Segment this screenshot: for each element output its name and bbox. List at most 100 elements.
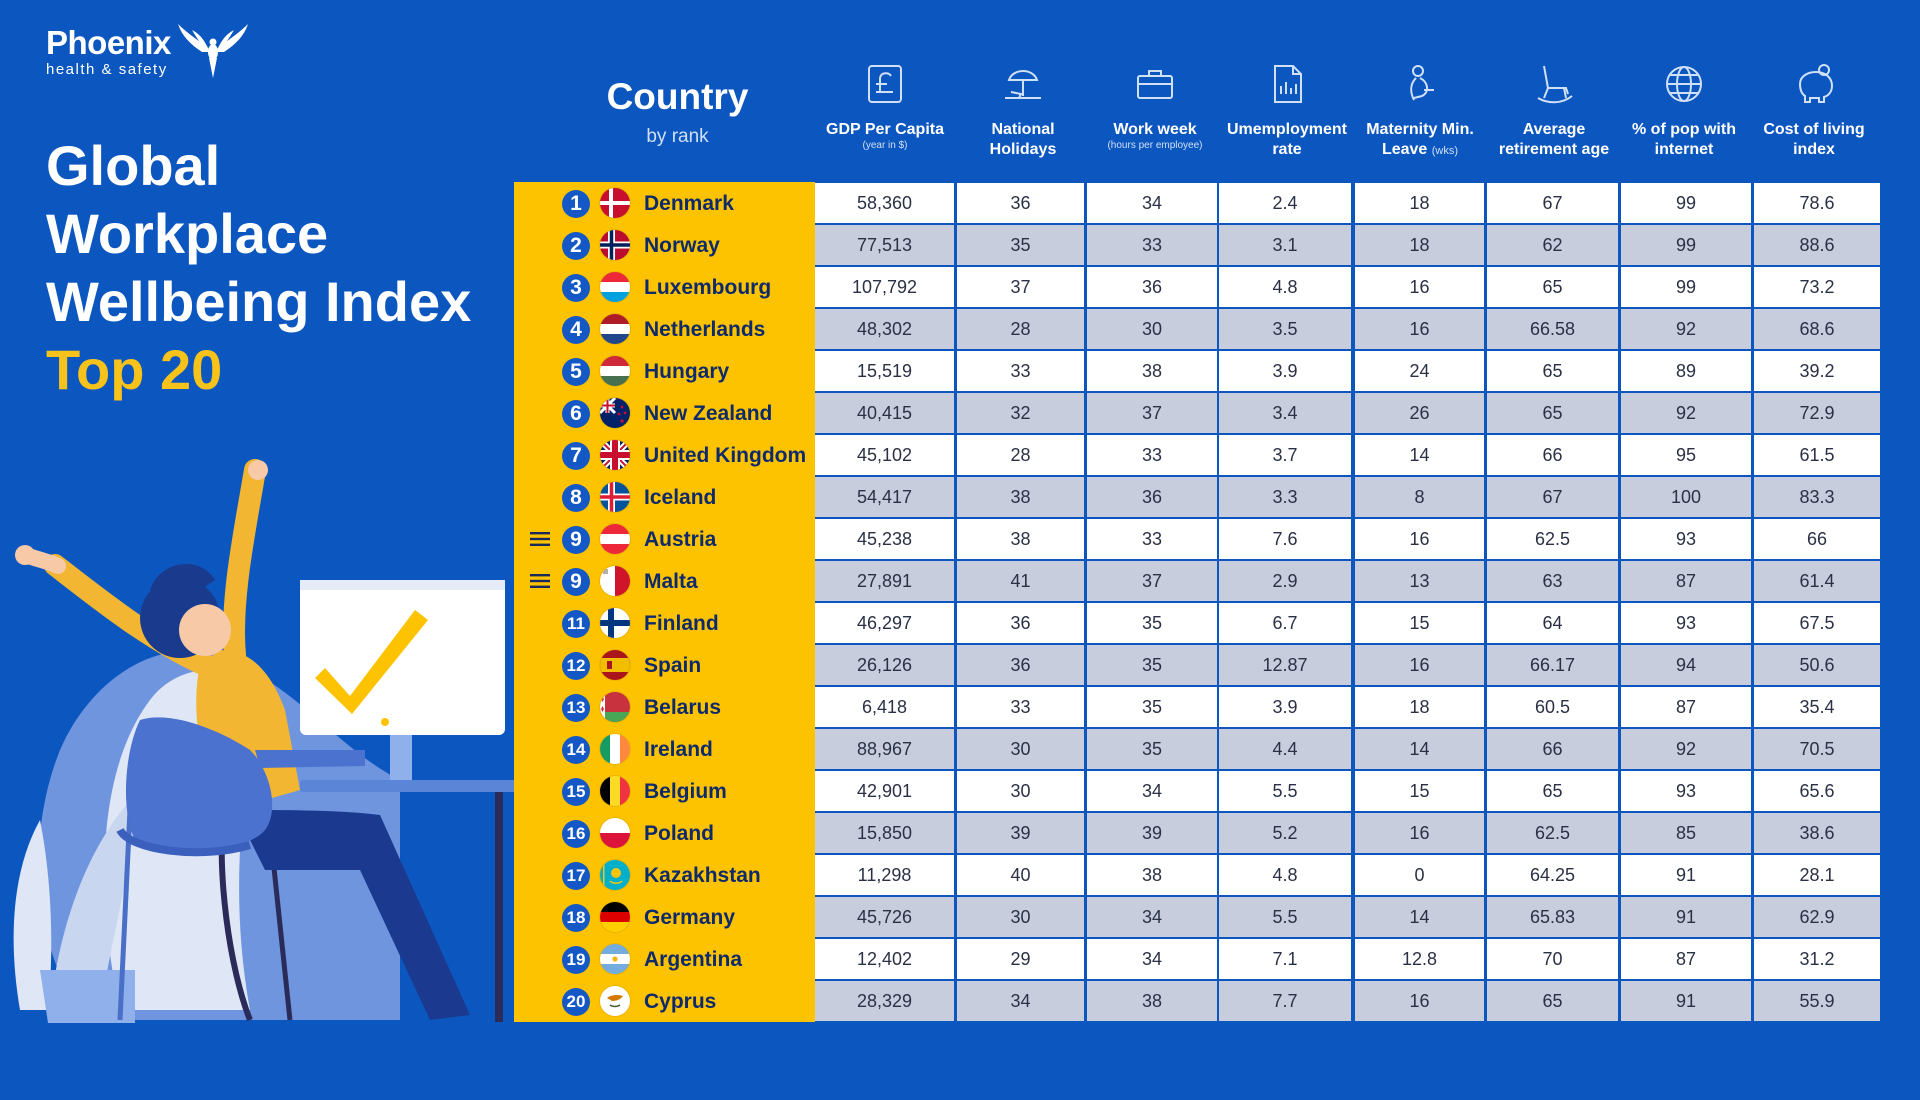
title-accent: Top 20 [46,338,223,401]
cell-work-week: 34 [1087,939,1217,979]
table-row: 20 Cyprus 28,329 34 38 7.7 16 65 91 55.9 [514,980,1880,1022]
cell-cost-of-living: 28.1 [1754,855,1880,895]
cell-holidays: 28 [957,435,1084,475]
cell-cost-of-living: 38.6 [1754,813,1880,853]
title-line-1: Global [46,134,221,197]
column-label-gdp: GDP Per Capita [826,121,944,138]
country-cell: 19 Argentina [514,938,815,980]
cell-holidays: 34 [957,981,1084,1021]
cell-gdp: 15,519 [815,351,954,391]
table-row: 12 Spain 26,126 36 35 12.87 16 66.17 94 50.6 [514,644,1880,686]
column-label-work-week: Work week [1113,121,1197,138]
column-header-holidays: National Holidays [968,62,1078,160]
cell-unemployment: 3.9 [1219,351,1351,391]
cell-maternity: 26 [1355,393,1484,433]
cell-work-week: 35 [1087,729,1217,769]
table-row: 16 Poland 15,850 39 39 5.2 16 62.5 85 38.6 [514,812,1880,854]
table-row: 5 Hungary 15,519 33 38 3.9 24 65 89 39.2 [514,350,1880,392]
country-cell: 3 Luxembourg [514,266,815,308]
cell-work-week: 35 [1087,645,1217,685]
cell-cost-of-living: 31.2 [1754,939,1880,979]
cell-work-week: 35 [1087,687,1217,727]
cell-cost-of-living: 88.6 [1754,225,1880,265]
cell-maternity: 16 [1355,519,1484,559]
country-cell: 20 Cyprus [514,980,815,1022]
cell-gdp: 6,418 [815,687,954,727]
cell-work-week: 36 [1087,267,1217,307]
country-cell: 9 Malta [514,560,815,602]
briefcase-icon [1137,70,1173,99]
cell-unemployment: 12.87 [1219,645,1351,685]
cell-holidays: 37 [957,267,1084,307]
cell-retirement: 63 [1487,561,1618,601]
cell-cost-of-living: 73.2 [1754,267,1880,307]
country-column-header: Country by rank [560,76,795,148]
cell-internet: 99 [1621,183,1751,223]
country-name: Denmark [644,192,734,215]
country-name: Hungary [644,360,730,383]
cell-gdp: 58,360 [815,183,954,223]
rank-badge: 19 [562,946,590,974]
cell-maternity: 18 [1355,183,1484,223]
piggy-bank-icon [1798,64,1834,103]
cell-holidays: 30 [957,897,1084,937]
country-name: Luxembourg [644,276,772,299]
table-row: 9 Austria 45,238 38 33 7.6 16 62.5 93 66 [514,518,1880,560]
cell-retirement: 62.5 [1487,519,1618,559]
cell-maternity: 16 [1355,981,1484,1021]
country-cell: 13 Belarus [514,686,815,728]
cell-cost-of-living: 66 [1754,519,1880,559]
column-header-gdp: GDP Per Capita (year in $) [820,62,950,152]
cell-gdp: 45,238 [815,519,954,559]
cell-holidays: 38 [957,519,1084,559]
country-cell: 6 New Zealand [514,392,815,434]
cell-work-week: 34 [1087,897,1217,937]
cell-gdp: 28,329 [815,981,954,1021]
country-name: Malta [644,570,698,593]
cell-retirement: 62 [1487,225,1618,265]
cell-maternity: 14 [1355,435,1484,475]
cell-gdp: 12,402 [815,939,954,979]
country-name: Netherlands [644,318,766,341]
cell-internet: 95 [1621,435,1751,475]
cell-internet: 85 [1621,813,1751,853]
cell-retirement: 67 [1487,183,1618,223]
cell-cost-of-living: 65.6 [1754,771,1880,811]
country-name: Finland [644,612,719,635]
norway-flag-icon [600,230,630,260]
phoenix-bird-icon [178,24,248,78]
column-label-retirement: Average retirement age [1498,121,1610,158]
page-title: Global Workplace Wellbeing Index Top 20 [46,132,471,404]
country-name: Belarus [644,696,722,719]
united-kingdom-flag-icon [600,440,630,470]
iceland-flag-icon [600,482,630,512]
column-sub-work-week: (hours per employee) [1107,140,1203,151]
column-sub-gdp: (year in $) [862,140,908,151]
column-sub-maternity: (wks) [1431,145,1459,157]
cell-internet: 99 [1621,225,1751,265]
country-name: Germany [644,906,736,929]
cell-holidays: 36 [957,603,1084,643]
cell-maternity: 16 [1355,645,1484,685]
cell-maternity: 14 [1355,897,1484,937]
cell-gdp: 54,417 [815,477,954,517]
country-name: Norway [644,234,720,257]
new-zealand-flag-icon [600,398,630,428]
cell-retirement: 66 [1487,729,1618,769]
cell-retirement: 64 [1487,603,1618,643]
cell-cost-of-living: 62.9 [1754,897,1880,937]
country-cell: 2 Norway [514,224,815,266]
country-name: Spain [644,654,702,677]
rank-badge: 8 [562,484,590,512]
poland-flag-icon [600,818,630,848]
cell-gdp: 77,513 [815,225,954,265]
cell-unemployment: 6.7 [1219,603,1351,643]
country-name: Austria [644,528,717,551]
rank-badge: 17 [562,862,590,890]
table-row: 18 Germany 45,726 30 34 5.5 14 65.83 91 62.9 [514,896,1880,938]
rank-badge: 7 [562,442,590,470]
cell-holidays: 35 [957,225,1084,265]
celebrating-worker-illustration [13,459,525,1023]
rank-badge: 13 [562,694,590,722]
cell-work-week: 33 [1087,225,1217,265]
